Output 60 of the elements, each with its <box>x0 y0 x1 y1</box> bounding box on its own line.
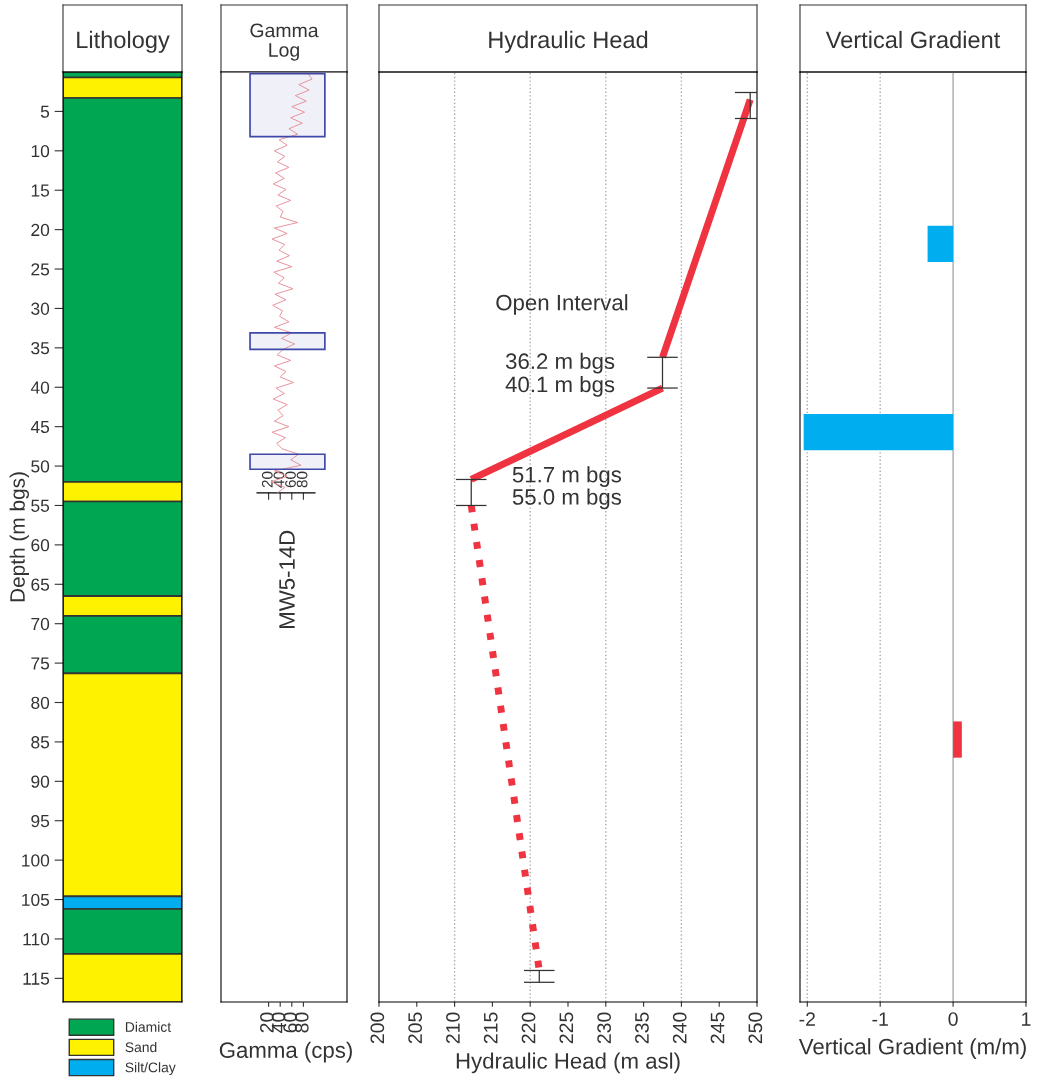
x-tick-label: 250 <box>748 1012 763 1044</box>
y-tick-label: 80 <box>31 696 50 709</box>
y-tick-label: 115 <box>23 972 50 985</box>
y-tick-label: 25 <box>31 263 50 276</box>
x2-tick-label: 60 <box>285 471 296 488</box>
x-tick-label: 230 <box>597 1012 612 1044</box>
y-tick-label: 65 <box>31 578 50 591</box>
y-tick-label: 30 <box>31 302 50 315</box>
chart-title: Gamma Log <box>250 23 319 61</box>
y-axis-title: Depth (m bgs) <box>9 472 29 602</box>
x-tick-label: 220 <box>521 1012 536 1044</box>
annotation: MW5-14D <box>279 530 295 628</box>
x-tick-label: 225 <box>559 1012 574 1044</box>
annotation: 36.2 m bgs <box>505 352 615 374</box>
x-tick-label: 0 <box>948 1012 958 1026</box>
y-tick-label: 60 <box>31 539 50 552</box>
y-tick-label: 100 <box>22 854 50 867</box>
annotation: Open Interval <box>496 294 628 315</box>
x2-tick-label: 80 <box>296 471 308 488</box>
x-tick-label: 215 <box>483 1012 498 1044</box>
x2-tick-label: 20 <box>261 471 273 488</box>
y-tick-label: 90 <box>31 775 50 788</box>
x-tick-label: -2 <box>799 1012 815 1026</box>
y-tick-label: 95 <box>31 814 50 828</box>
y-tick-label: 50 <box>31 460 50 473</box>
x-tick-label: -1 <box>872 1012 888 1026</box>
legend-label: Silt/Clay <box>125 1062 176 1076</box>
x-tick-label: 240 <box>672 1012 687 1044</box>
annotation: 40.1 m bgs <box>505 375 615 397</box>
y-tick-label: 15 <box>31 184 50 197</box>
chart-title: Hydraulic Head <box>489 30 648 53</box>
y-tick-label: 20 <box>31 223 50 237</box>
x-axis-title: Hydraulic Head (m asl) <box>456 1052 680 1074</box>
y-tick-label: 110 <box>23 933 50 946</box>
x2-tick-label: 40 <box>273 471 285 488</box>
x-axis-title: Vertical Gradient (m/m) <box>798 1038 1026 1059</box>
x-tick-label: 235 <box>635 1012 649 1044</box>
y-tick-label: 70 <box>31 617 50 631</box>
x-tick-label: 1 <box>1022 1012 1031 1026</box>
chart-title: Lithology <box>77 30 170 53</box>
x-tick-label: 80 <box>294 1012 309 1033</box>
y-tick-label: 45 <box>30 421 50 434</box>
y-tick-label: 75 <box>31 657 50 670</box>
y-tick-label: 85 <box>31 736 50 749</box>
chart-title: Vertical Gradient <box>825 30 1001 49</box>
x-tick-label: 245 <box>710 1012 725 1044</box>
y-tick-label: 40 <box>30 381 50 394</box>
x-tick-label: 210 <box>446 1012 460 1044</box>
x-tick-label: 205 <box>408 1012 423 1044</box>
annotation: 55.0 m bgs <box>512 488 622 510</box>
y-tick-label: 35 <box>31 342 50 355</box>
y-tick-label: 105 <box>22 893 50 906</box>
y-tick-label: 5 <box>40 105 50 118</box>
annotation: 51.7 m bgs <box>512 466 622 487</box>
legend-label: Diamict <box>125 1021 172 1032</box>
x-tick-label: 200 <box>370 1012 385 1044</box>
y-tick-label: 55 <box>31 499 50 512</box>
x-axis-title: Gamma (cps) <box>219 1041 352 1063</box>
y-tick-label: 10 <box>31 144 50 158</box>
legend-label: Sand <box>125 1041 157 1053</box>
